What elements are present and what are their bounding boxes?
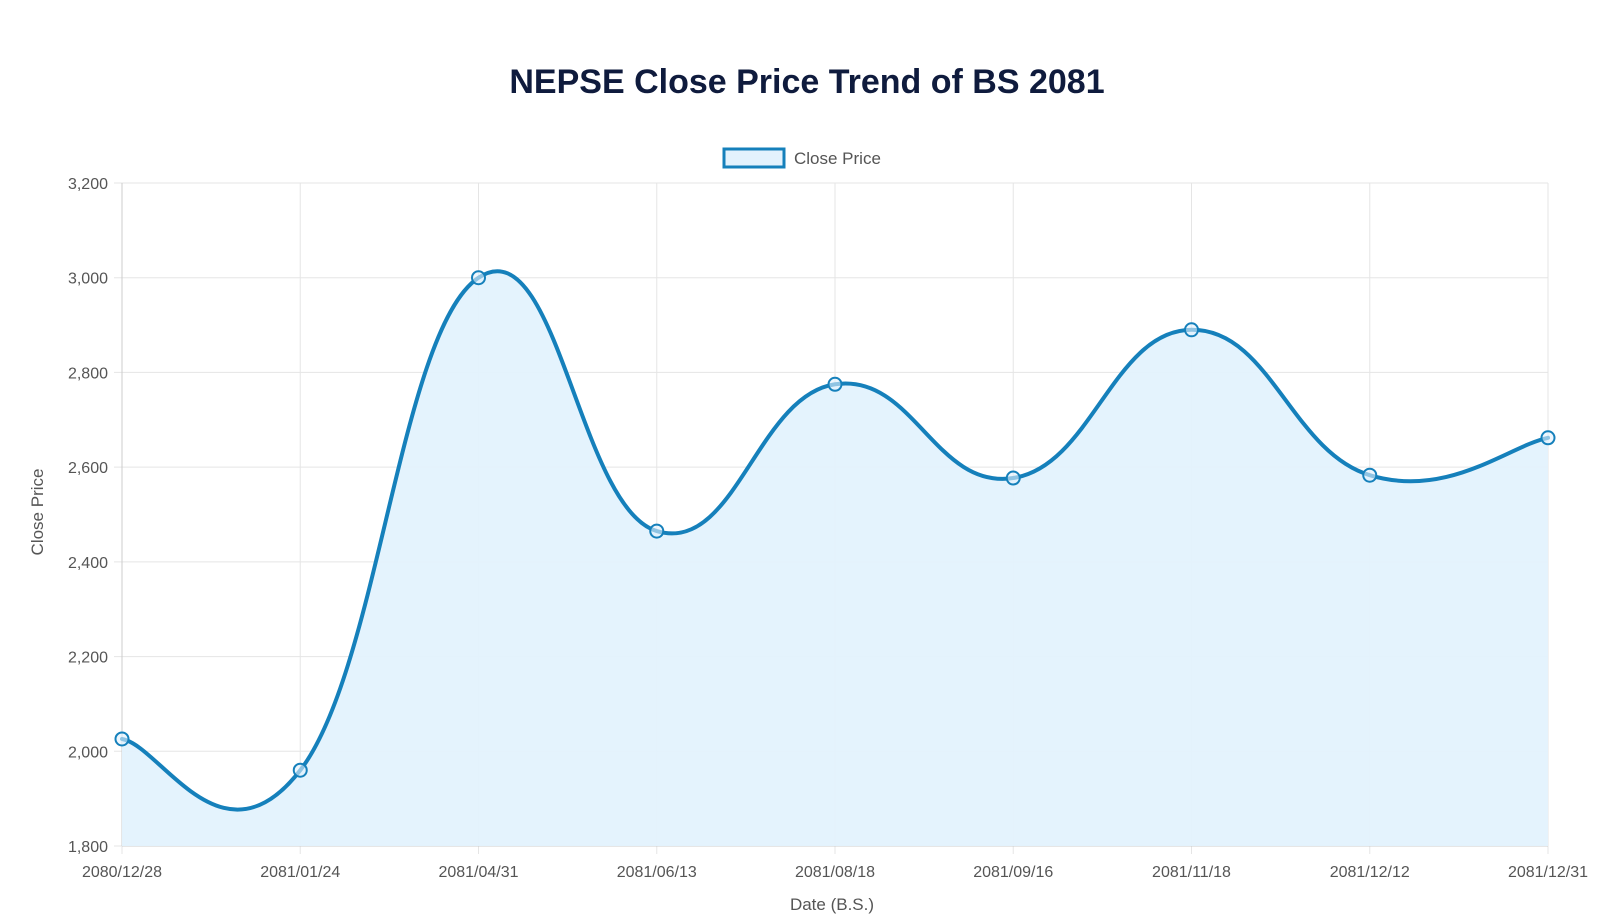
data-point[interactable]	[114, 731, 130, 747]
y-tick-label: 2,200	[68, 650, 108, 667]
legend-swatch	[722, 147, 786, 169]
y-tick-label: 2,000	[68, 744, 108, 761]
data-point[interactable]	[1005, 470, 1021, 486]
data-point[interactable]	[292, 762, 308, 778]
data-point[interactable]	[1362, 467, 1378, 483]
y-tick-label: 2,400	[68, 555, 108, 572]
points-layer	[114, 270, 1556, 778]
y-tick-label: 3,000	[68, 271, 108, 288]
legend[interactable]: Close Price	[722, 147, 881, 169]
x-tick-label: 2081/09/16	[973, 864, 1053, 881]
y-tick-label: 1,800	[68, 839, 108, 856]
data-point[interactable]	[471, 270, 486, 286]
area-fill-layer	[122, 271, 1548, 846]
x-tick-label: 2081/11/18	[1152, 864, 1231, 881]
line-layer	[120, 269, 1550, 812]
y-tick-label: 2,800	[68, 365, 108, 382]
x-tick-label: 2081/12/31	[1508, 864, 1588, 881]
data-point[interactable]	[649, 523, 665, 539]
x-tick-label: 2081/04/31	[438, 864, 518, 881]
x-tick-label: 2081/08/18	[795, 864, 875, 881]
series-line-close-price	[120, 269, 1550, 812]
y-axis: 1,800 2,000 2,200 2,400 2,600 2,800 3,000 3,200	[68, 176, 108, 856]
y-tick-label: 2,600	[68, 460, 108, 477]
x-tick-label: 2080/12/28	[82, 864, 162, 881]
x-tick-label: 2081/06/13	[617, 864, 697, 881]
x-tick-label: 2081/01/24	[260, 864, 340, 881]
x-tick-label: 2081/12/12	[1330, 864, 1410, 881]
data-point[interactable]	[1540, 430, 1556, 446]
y-tick-label: 3,200	[68, 176, 108, 193]
y-axis-title: Close Price	[28, 469, 47, 556]
x-axis-title: Date (B.S.)	[790, 895, 874, 914]
data-point[interactable]	[1184, 322, 1199, 338]
series-area-close-price	[122, 271, 1548, 846]
x-axis: 2080/12/28 2081/01/24 2081/04/31 2081/06/13…	[82, 864, 1588, 881]
chart-title: NEPSE Close Price Trend of BS 2081	[509, 63, 1104, 101]
data-point[interactable]	[827, 376, 843, 392]
legend-label: Close Price	[794, 149, 881, 168]
